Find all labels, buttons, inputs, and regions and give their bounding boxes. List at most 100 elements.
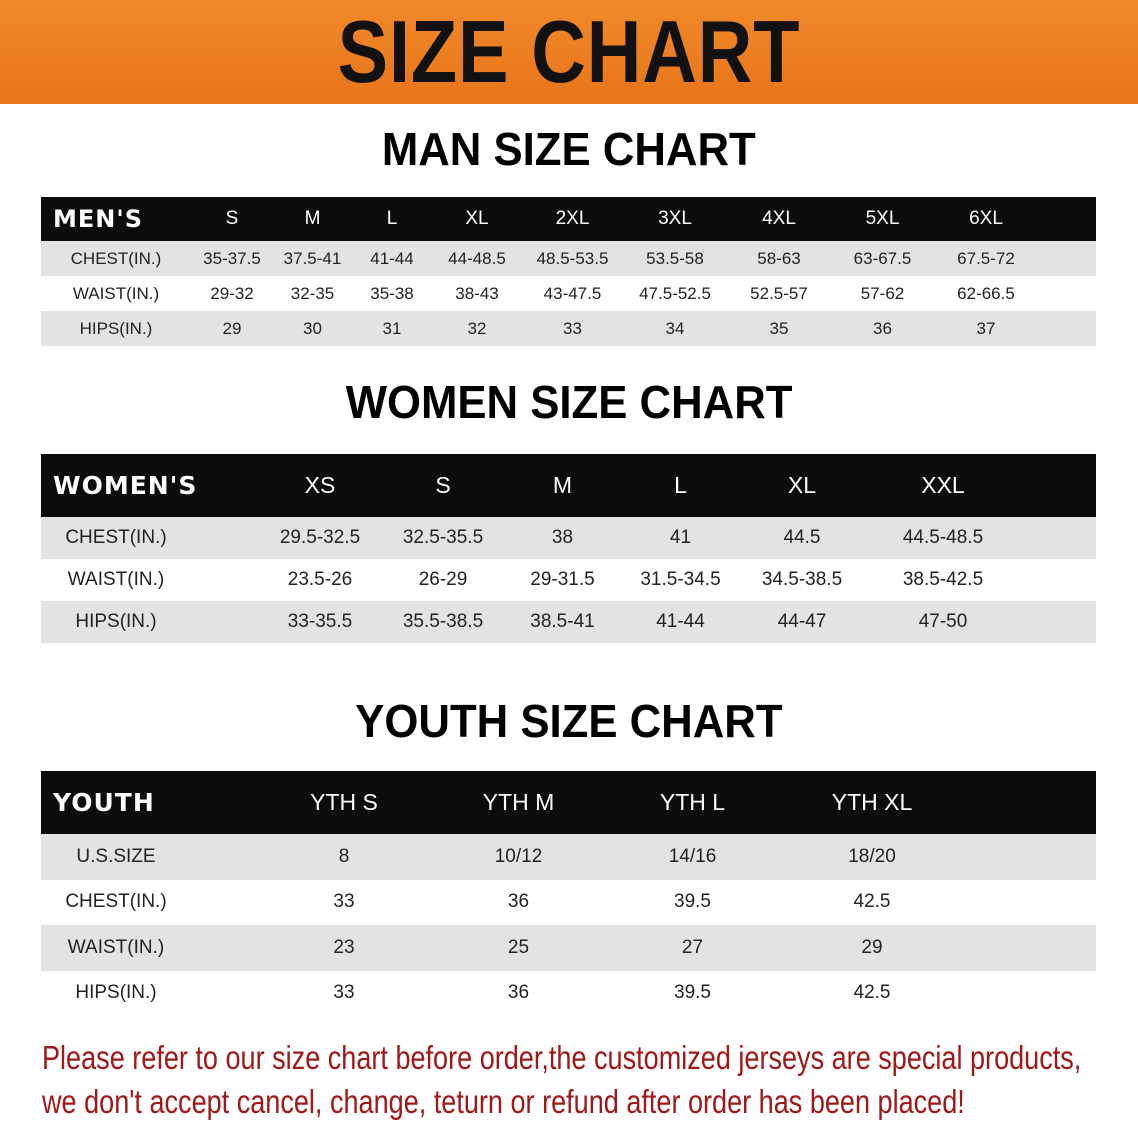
row-label-text: CHEST(IN.) <box>65 527 167 548</box>
table-cell: 36 <box>507 891 530 913</box>
size-column-header: 4XL <box>762 208 796 229</box>
row-label-text: WAIST(IN.) <box>72 283 160 303</box>
table-cell: 39.5 <box>674 982 711 1004</box>
table-cell: 27 <box>681 936 704 958</box>
table-row: CHEST(IN.) 33 36 39.5 42.5 <box>41 879 1096 925</box>
men-size-table: MEN'S S M L XL 2XL 3XL 4XL 5XL 6XL CHEST(IN.) 35-37… <box>41 197 1096 346</box>
size-column-header: S <box>225 208 239 229</box>
women-size-table: WOMEN'S XS S M L XL XXL CHEST(IN.) 29.5-32.5 32.5… <box>41 454 1096 643</box>
table-cell: 8 <box>338 845 350 867</box>
table-cell: 58-63 <box>757 248 801 268</box>
table-cell: 43-47.5 <box>543 283 602 303</box>
table-corner-label: WOMEN'S <box>53 471 198 500</box>
table-cell: 33-35.5 <box>287 611 353 632</box>
table-cell: 63-67.5 <box>853 248 912 268</box>
table-cell: 33 <box>333 982 355 1004</box>
table-cell: 41 <box>669 527 692 548</box>
table-header-row: WOMEN'S XS S M L XL XXL <box>41 454 1096 517</box>
size-column-header: M <box>552 472 573 498</box>
table-row: WAIST(IN.) 23.5-26 26-29 29-31.5 31.5-34.5 34… <box>41 559 1096 601</box>
row-label-text: HIPS(IN.) <box>75 982 157 1004</box>
table-cell: 31.5-34.5 <box>640 569 721 590</box>
table-cell: 37 <box>976 318 996 338</box>
table-cell: 47.5-52.5 <box>639 283 711 303</box>
table-cell: 57-62 <box>860 283 905 303</box>
size-column-header: S <box>435 472 451 498</box>
table-cell: 33 <box>333 891 355 913</box>
row-label-text: WAIST(IN.) <box>67 936 165 958</box>
table-cell: 32-35 <box>290 283 335 303</box>
table-row: U.S.SIZE 8 10/12 14/16 18/20 <box>41 834 1096 880</box>
size-column-header: XS <box>304 472 336 498</box>
size-column-header: L <box>674 472 687 498</box>
table-cell: 34 <box>665 318 685 338</box>
order-notice-line-2: we don't accept cancel, change, teturn o… <box>42 1083 965 1120</box>
size-column-header: XXL <box>921 472 965 498</box>
row-label: HIPS(IN.) <box>41 982 257 1004</box>
women-section-title: WOMEN SIZE CHART <box>345 376 793 428</box>
table-row: CHEST(IN.) 29.5-32.5 32.5-35.5 38 41 44.5 44.5… <box>41 517 1096 559</box>
table-cell: 37.5-41 <box>283 248 342 268</box>
table-cell: 38 <box>551 527 574 548</box>
table-row: WAIST(IN.) 29-32 32-35 35-38 38-43 43-47.5 47.… <box>41 276 1096 311</box>
table-cell: 29 <box>222 318 242 338</box>
row-label: WAIST(IN.) <box>41 284 191 304</box>
table-cell: 31 <box>382 318 402 338</box>
table-cell: 41-44 <box>656 611 705 632</box>
size-column-header: 2XL <box>555 208 590 229</box>
table-cell: 35.5-38.5 <box>402 611 484 632</box>
row-label-text: U.S.SIZE <box>76 845 156 867</box>
table-header-row: MEN'S S M L XL 2XL 3XL 4XL 5XL 6XL <box>41 197 1096 241</box>
table-cell: 23 <box>333 936 355 958</box>
row-label-text: HIPS(IN.) <box>79 318 153 338</box>
table-cell: 18/20 <box>848 845 896 867</box>
row-label: HIPS(IN.) <box>41 611 258 633</box>
row-label: CHEST(IN.) <box>41 527 258 549</box>
table-cell: 42.5 <box>853 982 891 1004</box>
table-cell: 48.5-53.5 <box>536 248 609 268</box>
table-header-row: YOUTH YTH S YTH M YTH L YTH XL <box>41 771 1096 834</box>
table-cell: 44.5 <box>783 527 821 548</box>
row-label-text: WAIST(IN.) <box>67 569 165 590</box>
table-corner-label: MEN'S <box>53 205 143 233</box>
table-cell: 44.5-48.5 <box>902 527 984 548</box>
table-cell: 52.5-57 <box>750 283 808 303</box>
table-corner-label: YOUTH <box>53 788 155 817</box>
row-label-text: CHEST(IN.) <box>65 891 167 913</box>
table-cell: 47-50 <box>918 611 968 632</box>
table-row: HIPS(IN.) 33-35.5 35.5-38.5 38.5-41 41-44 44-… <box>41 601 1096 643</box>
size-chart-banner: SIZE CHART <box>0 0 1138 104</box>
size-column-header: M <box>304 208 321 229</box>
size-column-header: YTH XL <box>831 789 913 815</box>
table-cell: 29-31.5 <box>530 569 595 590</box>
table-row: WAIST(IN.) 23 25 27 29 <box>41 925 1096 971</box>
table-cell: 44-48.5 <box>448 248 506 268</box>
table-cell: 29.5-32.5 <box>279 527 361 548</box>
table-cell: 32.5-35.5 <box>402 527 484 548</box>
table-cell: 14/16 <box>668 845 717 867</box>
table-cell: 34.5-38.5 <box>761 569 843 590</box>
table-cell: 33 <box>563 318 582 338</box>
table-cell: 38.5-41 <box>530 611 595 632</box>
table-cell: 67.5-72 <box>957 248 1015 268</box>
table-cell: 41-44 <box>370 248 414 268</box>
table-cell: 26-29 <box>418 569 468 590</box>
table-cell: 35 <box>769 318 789 338</box>
row-label-text: CHEST(IN.) <box>70 248 162 268</box>
table-cell: 44-47 <box>777 611 827 632</box>
table-cell: 32 <box>467 318 487 338</box>
size-column-header: YTH S <box>310 789 378 815</box>
row-label: CHEST(IN.) <box>41 249 191 269</box>
size-column-header: 5XL <box>865 208 900 229</box>
table-cell: 35-37.5 <box>203 248 261 268</box>
table-cell: 62-66.5 <box>957 283 1015 303</box>
row-label: WAIST(IN.) <box>41 569 258 591</box>
size-column-header: XL <box>787 472 817 498</box>
banner-title: SIZE CHART <box>337 2 801 101</box>
row-label: WAIST(IN.) <box>41 937 257 959</box>
table-cell: 29 <box>861 936 883 958</box>
table-cell: 36 <box>507 982 530 1004</box>
men-section-title: MAN SIZE CHART <box>382 123 756 175</box>
row-label: U.S.SIZE <box>41 846 257 868</box>
table-cell: 30 <box>303 318 322 338</box>
